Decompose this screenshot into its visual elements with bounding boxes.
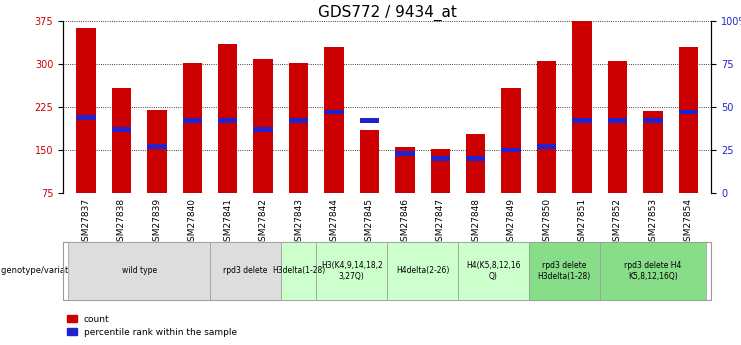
Bar [608,61,627,193]
Bar [537,144,556,149]
Bar [325,47,344,193]
Bar [395,151,415,156]
Bar [76,28,96,193]
Bar [112,88,131,193]
Bar [147,144,167,149]
Bar [182,118,202,123]
Bar [76,115,96,120]
Bar [572,118,592,123]
Text: rpd3 delete: rpd3 delete [223,266,268,275]
Bar [466,156,485,161]
Bar [537,61,556,193]
Bar [679,47,698,193]
Text: rpd3 delete
H3delta(1-28): rpd3 delete H3delta(1-28) [538,261,591,280]
Title: GDS772 / 9434_at: GDS772 / 9434_at [318,4,456,21]
Bar [643,111,662,193]
Bar [359,118,379,123]
Bar [643,118,662,123]
Text: H4delta(2-26): H4delta(2-26) [396,266,449,275]
Bar [572,21,592,193]
Legend: count, percentile rank within the sample: count, percentile rank within the sample [67,315,237,337]
Bar [253,127,273,132]
Bar [112,127,131,132]
Text: genotype/variation ▶: genotype/variation ▶ [1,266,90,275]
Bar [289,118,308,123]
Text: H3delta(1-28): H3delta(1-28) [272,266,325,275]
Text: wild type: wild type [122,266,157,275]
Bar [218,44,237,193]
Bar [608,118,627,123]
Bar [359,130,379,193]
Bar [502,88,521,193]
Bar [395,147,415,193]
Text: rpd3 delete H4
K5,8,12,16Q): rpd3 delete H4 K5,8,12,16Q) [624,261,682,280]
Bar [502,148,521,152]
Bar [679,110,698,115]
Text: H4(K5,8,12,16
Q): H4(K5,8,12,16 Q) [466,261,521,280]
Bar [147,110,167,193]
Bar [466,134,485,193]
Bar [325,110,344,115]
Bar [218,118,237,123]
Text: H3(K4,9,14,18,2
3,27Q): H3(K4,9,14,18,2 3,27Q) [321,261,382,280]
Bar [431,149,450,193]
Bar [182,63,202,193]
Bar [253,59,273,193]
Bar [431,156,450,161]
Bar [289,63,308,193]
